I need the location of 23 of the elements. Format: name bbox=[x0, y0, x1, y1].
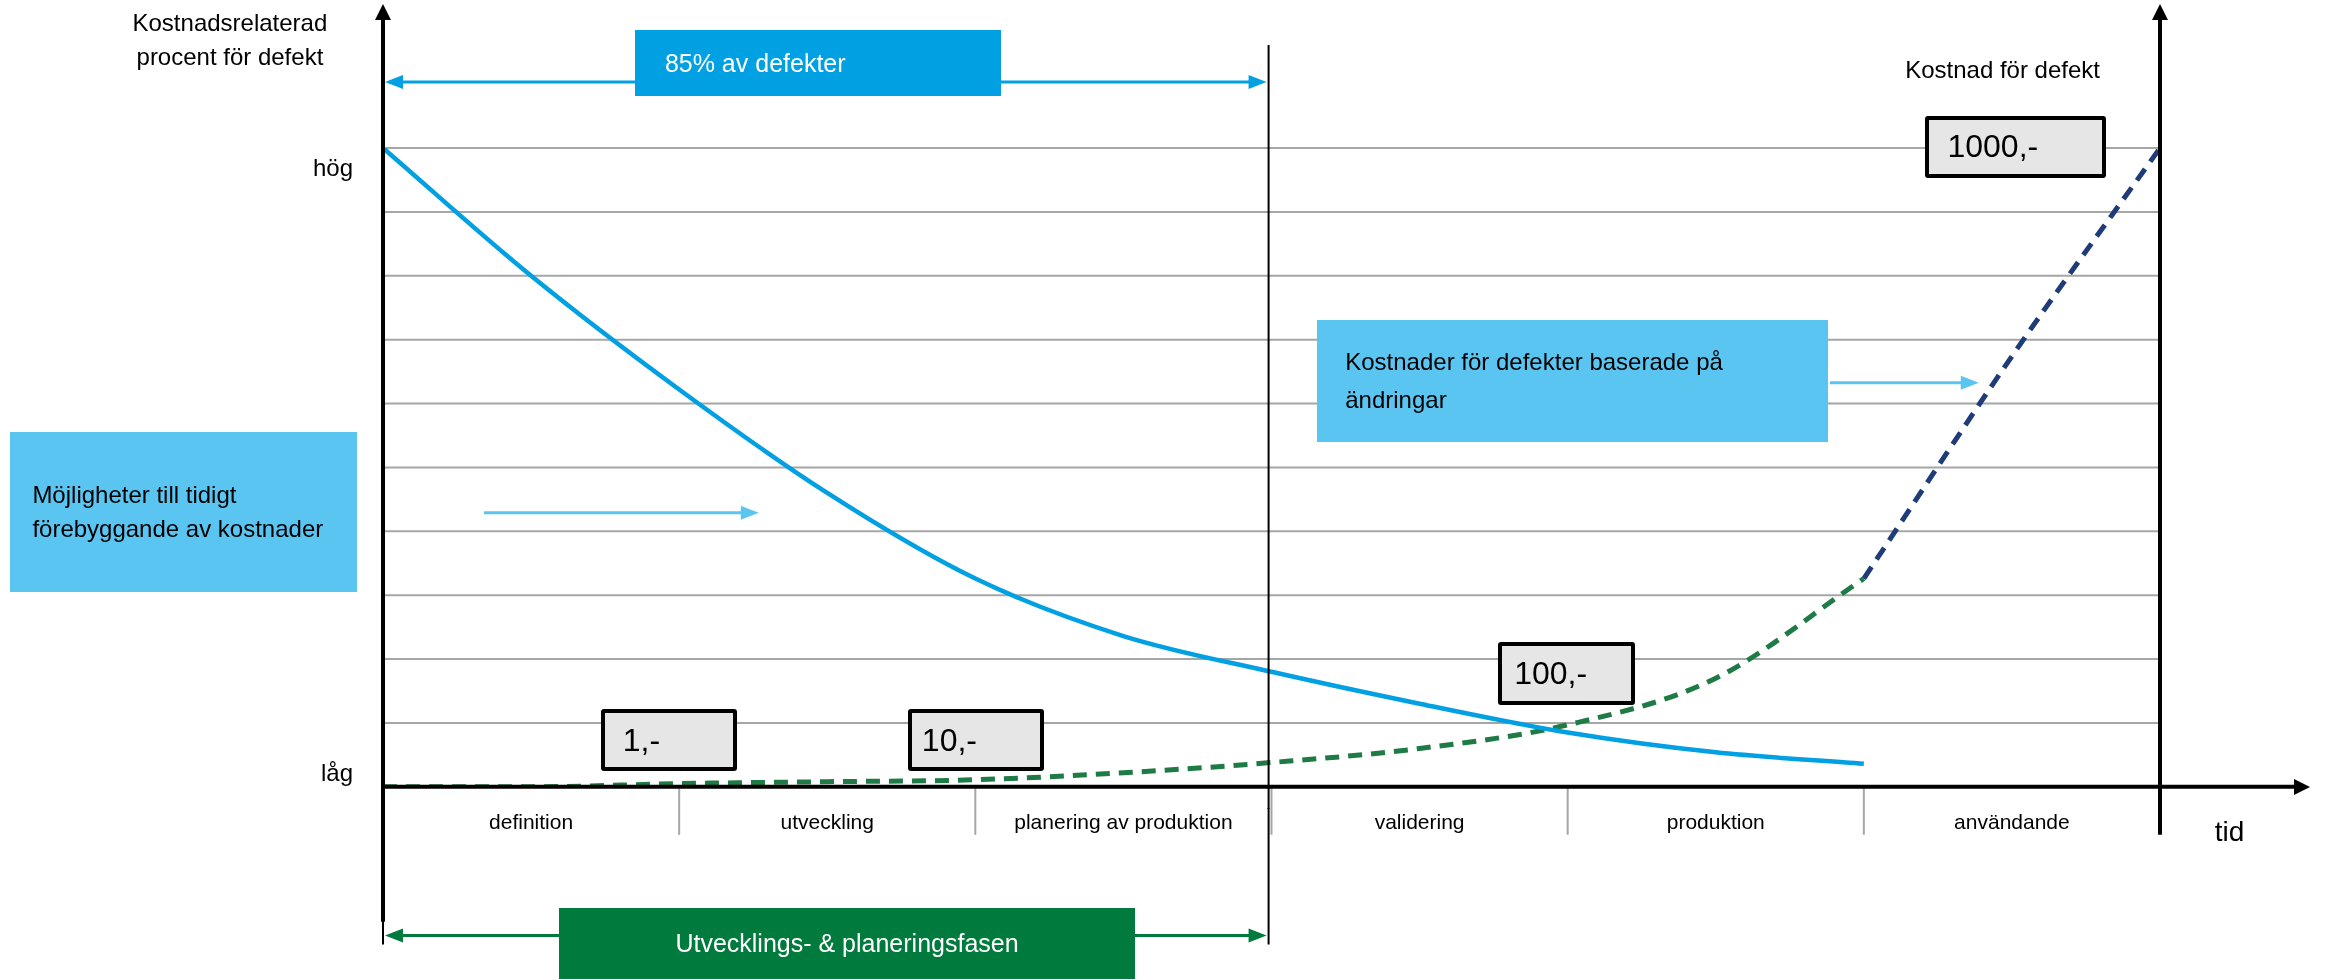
x-tick-label: planering av produktion bbox=[1014, 810, 1233, 834]
x-axis-title: tid bbox=[2213, 815, 2246, 848]
text-box: 100,- bbox=[1498, 642, 1635, 705]
annotation: 1000,- bbox=[1947, 128, 2039, 166]
x-tick-label: utveckling bbox=[780, 810, 874, 834]
text-box: 85% av defekter bbox=[634, 29, 1002, 97]
text: hög bbox=[312, 153, 354, 182]
annotation: Kostnader för defekter baserade på ändringar bbox=[1345, 347, 1724, 416]
text-box: 1000,- bbox=[1925, 115, 2107, 178]
x-tick-label: användande bbox=[1954, 810, 2070, 834]
text: låg bbox=[321, 758, 354, 787]
annotation: 100,- bbox=[1514, 654, 1588, 692]
annotation: 1,- bbox=[622, 721, 661, 759]
text-box: 1,- bbox=[600, 709, 738, 772]
x-tick-label: definition bbox=[489, 810, 574, 834]
annotation: 10,- bbox=[921, 721, 977, 759]
y2-axis-title: Kostnad för defekt bbox=[1904, 56, 2101, 85]
text-box: Kostnader för defekter baserade på ändringar bbox=[1317, 320, 1828, 443]
x-tick-label: produktion bbox=[1666, 810, 1765, 834]
y-axis-title: Kostnadsrelaterad procent för defekt bbox=[131, 7, 329, 72]
text-box: 10,- bbox=[907, 709, 1045, 772]
text-box: Möjligheter till tidigt förebyggande av kostnader bbox=[10, 431, 358, 592]
x-tick-label: validering bbox=[1374, 810, 1465, 834]
